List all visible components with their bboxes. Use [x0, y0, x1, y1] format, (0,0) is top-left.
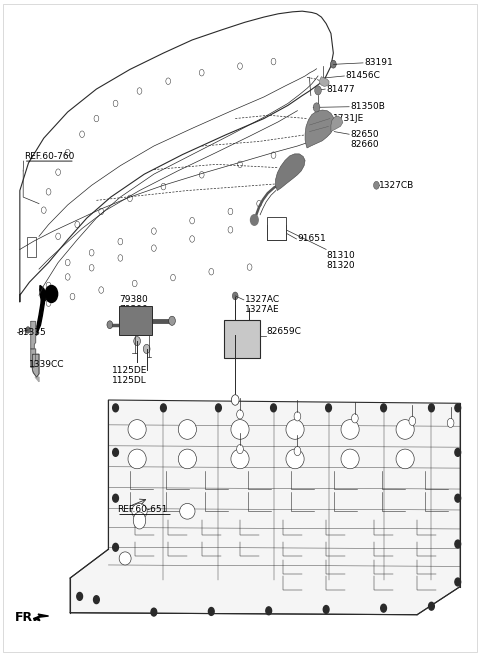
Circle shape: [237, 410, 243, 419]
Text: 91651: 91651: [298, 234, 326, 243]
Circle shape: [381, 604, 386, 612]
Circle shape: [208, 607, 214, 615]
Text: 79380: 79380: [120, 295, 148, 304]
Ellipse shape: [178, 420, 196, 440]
Ellipse shape: [396, 449, 414, 469]
Circle shape: [409, 417, 416, 426]
Circle shape: [113, 494, 119, 502]
Polygon shape: [31, 349, 36, 367]
Text: 81310: 81310: [326, 251, 355, 260]
Circle shape: [266, 607, 272, 615]
Circle shape: [455, 449, 461, 457]
FancyBboxPatch shape: [267, 224, 287, 240]
Circle shape: [373, 181, 379, 189]
FancyBboxPatch shape: [267, 217, 287, 239]
Circle shape: [251, 215, 258, 225]
Circle shape: [25, 327, 30, 333]
Text: 82650: 82650: [350, 130, 379, 138]
Circle shape: [133, 512, 146, 529]
Circle shape: [325, 404, 331, 412]
Circle shape: [315, 86, 322, 95]
Polygon shape: [31, 321, 36, 349]
Ellipse shape: [396, 420, 414, 440]
Polygon shape: [276, 154, 305, 190]
Text: 82660: 82660: [350, 140, 379, 149]
Circle shape: [134, 337, 141, 346]
Circle shape: [323, 605, 329, 613]
Ellipse shape: [178, 449, 196, 469]
Polygon shape: [32, 354, 39, 377]
Ellipse shape: [341, 449, 359, 469]
FancyBboxPatch shape: [119, 306, 153, 335]
Circle shape: [313, 103, 320, 112]
Circle shape: [113, 404, 119, 412]
Circle shape: [144, 344, 150, 354]
Circle shape: [232, 292, 238, 300]
Ellipse shape: [128, 420, 146, 440]
Circle shape: [455, 404, 461, 412]
Circle shape: [113, 449, 119, 457]
Circle shape: [113, 543, 119, 551]
Circle shape: [447, 419, 454, 428]
FancyBboxPatch shape: [224, 320, 260, 358]
Circle shape: [237, 445, 243, 454]
Polygon shape: [320, 77, 329, 87]
Text: 1731JE: 1731JE: [333, 114, 365, 123]
Circle shape: [429, 404, 434, 412]
Ellipse shape: [180, 503, 195, 519]
Circle shape: [77, 592, 83, 600]
Text: 1125DE: 1125DE: [112, 366, 147, 375]
Circle shape: [455, 540, 461, 548]
Ellipse shape: [341, 420, 359, 440]
Text: 81320: 81320: [326, 261, 355, 270]
Circle shape: [294, 412, 301, 421]
Circle shape: [381, 404, 386, 412]
Text: 79390: 79390: [120, 305, 148, 314]
Text: 1339CC: 1339CC: [29, 360, 65, 369]
Polygon shape: [33, 614, 48, 621]
Ellipse shape: [231, 449, 249, 469]
Ellipse shape: [286, 449, 304, 469]
Circle shape: [231, 395, 239, 405]
Text: REF.60-651: REF.60-651: [117, 506, 168, 514]
Circle shape: [168, 316, 175, 325]
Text: 81456C: 81456C: [345, 72, 380, 81]
Polygon shape: [70, 400, 460, 615]
Circle shape: [429, 602, 434, 610]
Polygon shape: [305, 110, 334, 148]
Circle shape: [330, 60, 336, 68]
Text: 1327AC: 1327AC: [245, 295, 280, 304]
Text: 83191: 83191: [364, 58, 393, 68]
Circle shape: [45, 285, 58, 302]
Text: 82659C: 82659C: [266, 327, 301, 336]
Circle shape: [94, 596, 99, 604]
Text: 81477: 81477: [326, 85, 355, 94]
Text: 1327AE: 1327AE: [245, 305, 279, 314]
Circle shape: [151, 608, 157, 616]
Ellipse shape: [231, 420, 249, 440]
Ellipse shape: [132, 503, 147, 519]
Text: REF.60-760: REF.60-760: [24, 152, 74, 161]
Circle shape: [107, 321, 113, 329]
Ellipse shape: [119, 552, 131, 565]
FancyBboxPatch shape: [26, 237, 36, 256]
Text: 81335: 81335: [17, 328, 46, 337]
Circle shape: [271, 404, 276, 412]
Text: 1327CB: 1327CB: [379, 181, 414, 190]
Polygon shape: [35, 377, 39, 382]
Text: 81350B: 81350B: [350, 102, 385, 112]
Circle shape: [455, 578, 461, 586]
Polygon shape: [331, 116, 343, 132]
Circle shape: [351, 414, 358, 423]
Circle shape: [216, 404, 221, 412]
Text: FR.: FR.: [15, 611, 38, 625]
Circle shape: [455, 494, 461, 502]
Polygon shape: [40, 285, 45, 302]
Ellipse shape: [286, 420, 304, 440]
Text: 1125DL: 1125DL: [112, 376, 146, 385]
Circle shape: [160, 404, 166, 412]
Circle shape: [294, 447, 301, 456]
Ellipse shape: [128, 449, 146, 469]
